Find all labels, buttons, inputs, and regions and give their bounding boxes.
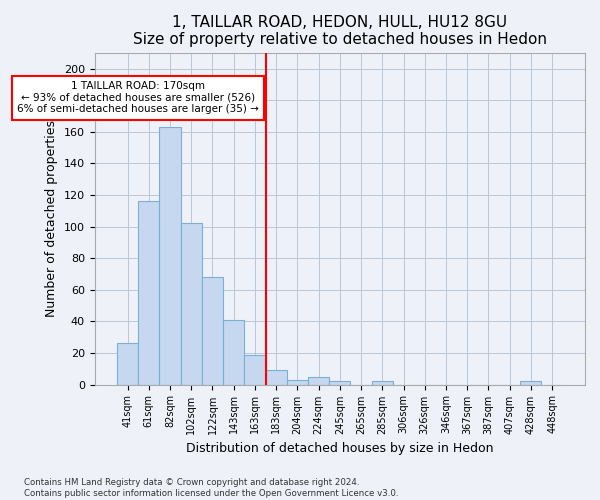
Bar	[202, 277, 223, 384]
Text: 1 TAILLAR ROAD: 170sqm
← 93% of detached houses are smaller (526)
6% of semi-det: 1 TAILLAR ROAD: 170sqm ← 93% of detached…	[17, 81, 259, 114]
Bar	[117, 344, 138, 384]
Bar	[181, 224, 202, 384]
Title: 1, TAILLAR ROAD, HEDON, HULL, HU12 8GU
Size of property relative to detached hou: 1, TAILLAR ROAD, HEDON, HULL, HU12 8GU S…	[133, 15, 547, 48]
Bar	[520, 382, 541, 384]
Bar	[308, 376, 329, 384]
Bar	[371, 382, 393, 384]
X-axis label: Distribution of detached houses by size in Hedon: Distribution of detached houses by size …	[186, 442, 494, 455]
Bar	[160, 127, 181, 384]
Bar	[138, 202, 160, 384]
Text: Contains HM Land Registry data © Crown copyright and database right 2024.
Contai: Contains HM Land Registry data © Crown c…	[24, 478, 398, 498]
Bar	[223, 320, 244, 384]
Bar	[329, 382, 350, 384]
Y-axis label: Number of detached properties: Number of detached properties	[45, 120, 58, 317]
Bar	[266, 370, 287, 384]
Bar	[244, 354, 266, 384]
Bar	[287, 380, 308, 384]
